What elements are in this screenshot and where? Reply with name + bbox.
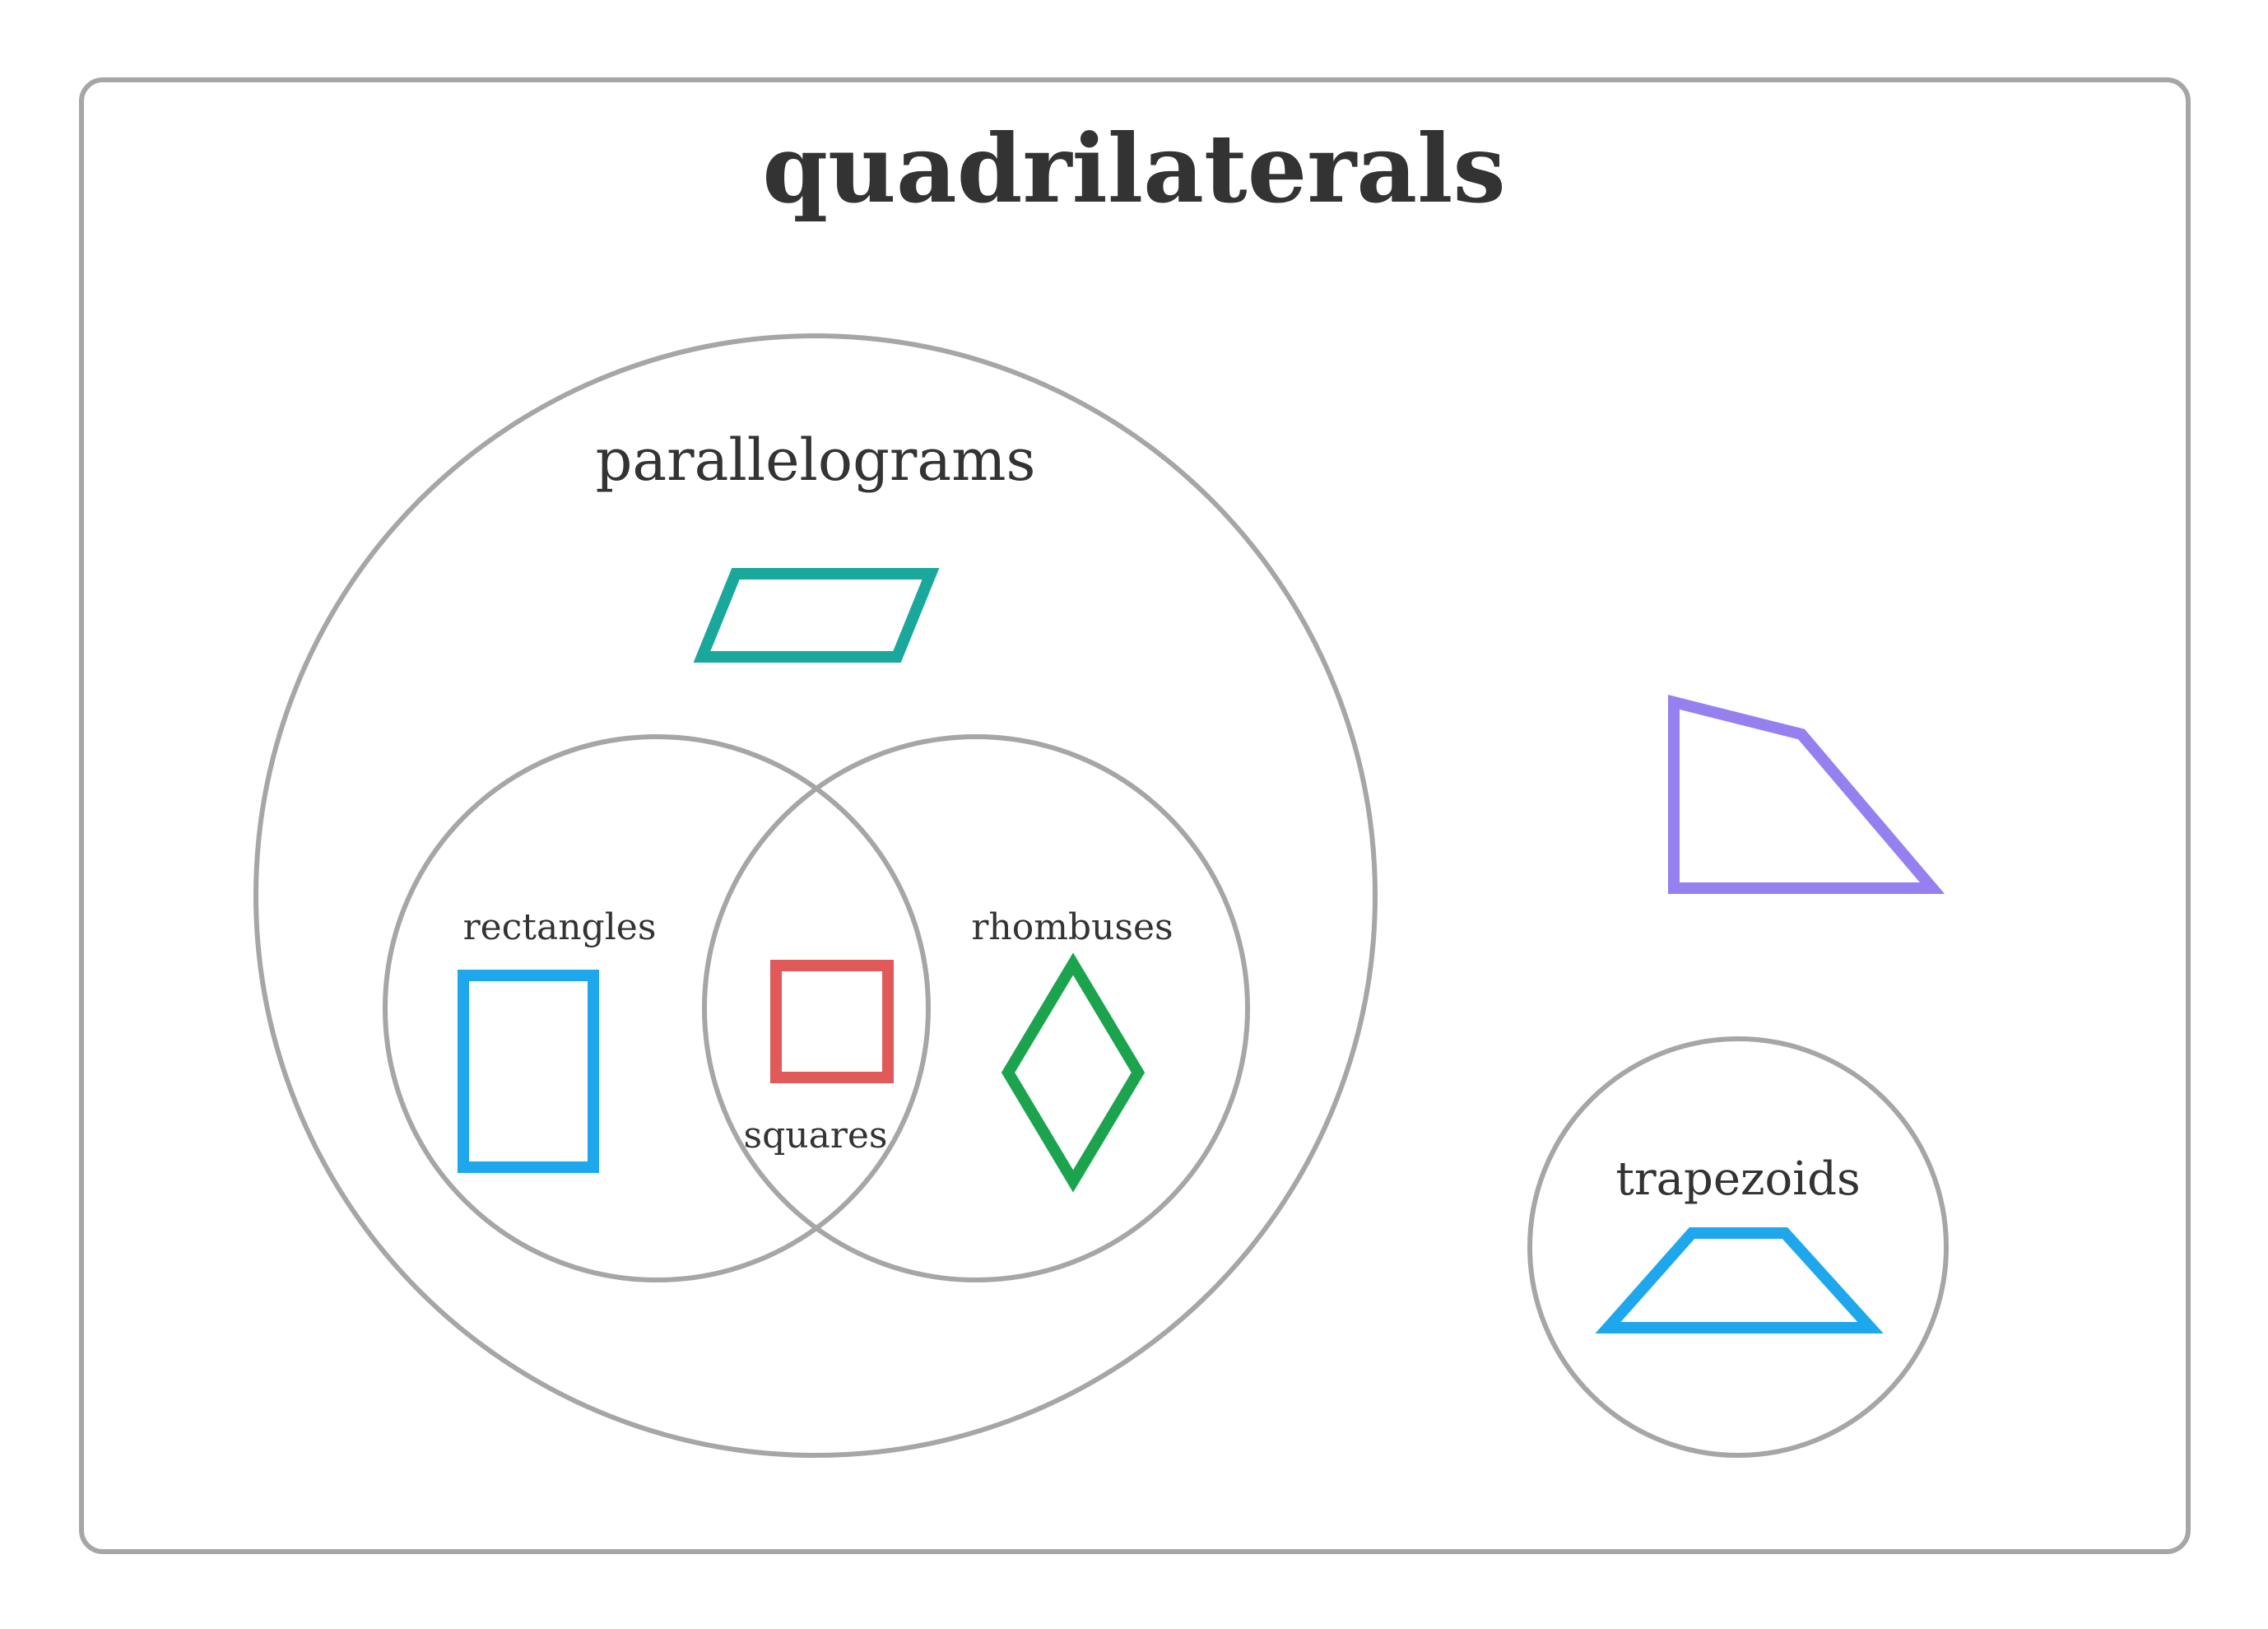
rectangles-label: rectangles	[463, 906, 657, 948]
parallelograms-circle	[253, 333, 1378, 1458]
trapezoids-label: trapezoids	[1615, 1152, 1860, 1206]
quadrilateral-icon	[1668, 695, 1945, 894]
rectangle-icon	[458, 970, 599, 1173]
diagram-title: quadrilaterals	[762, 114, 1505, 224]
squares-label: squares	[744, 1115, 888, 1157]
rhombuses-circle	[702, 734, 1250, 1282]
rhombuses-label: rhombuses	[971, 906, 1173, 948]
trapezoids-circle	[1527, 1036, 1949, 1458]
parallelogram-icon	[693, 568, 940, 663]
rectangles-circle	[383, 734, 931, 1282]
parallelograms-label: parallelograms	[596, 426, 1036, 494]
square-icon	[770, 960, 894, 1083]
trapezoid-icon	[1595, 1227, 1884, 1333]
rhombus-icon	[1001, 952, 1146, 1193]
quadrilaterals-frame	[79, 77, 2191, 1554]
